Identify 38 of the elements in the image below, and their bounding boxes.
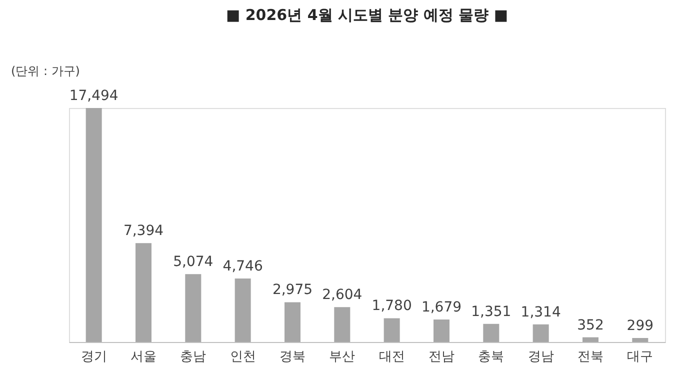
data-label: 2,975 [272, 282, 313, 298]
data-label: 352 [577, 317, 604, 334]
x-tick-label: 전북 [578, 350, 604, 364]
data-label: 5,074 [173, 254, 214, 270]
data-label: 17,494 [69, 88, 118, 104]
data-label: 1,679 [421, 300, 462, 316]
bar [185, 274, 202, 342]
bar [532, 324, 549, 342]
x-tick-label: 대구 [627, 350, 654, 364]
x-tick-label: 대전 [378, 350, 405, 364]
x-tick-label: 경북 [280, 350, 306, 364]
x-tick-label: 부산 [329, 350, 356, 364]
bar [384, 318, 400, 342]
bar [284, 302, 300, 342]
data-label: 1,314 [520, 304, 561, 320]
x-tick-label: 인천 [230, 350, 256, 364]
data-label: 7,394 [123, 223, 164, 240]
bar [136, 243, 152, 342]
bar [582, 337, 598, 342]
x-tick-label: 충북 [478, 350, 504, 364]
x-tick-label: 경남 [528, 350, 554, 364]
bar [234, 278, 251, 342]
x-tick-label: 경기 [80, 350, 107, 364]
data-label: 1,351 [471, 304, 512, 320]
chart-title: ■ 2026년 4월 시도별 분양 예정 물량 ■ [226, 6, 508, 24]
x-tick-label: 충남 [180, 350, 206, 364]
data-label: 1,780 [372, 298, 412, 314]
bar [483, 324, 500, 342]
data-label: 2,604 [322, 287, 362, 304]
bar [334, 307, 350, 342]
bar [632, 338, 648, 342]
x-tick-label: 전남 [428, 350, 454, 364]
bar [86, 108, 102, 342]
text: (단위 : 가구) [10, 64, 80, 78]
data-label: 299 [626, 318, 654, 334]
bar [434, 320, 450, 342]
data-label: 4,746 [222, 258, 263, 275]
x-tick-label: 서울 [130, 350, 156, 364]
